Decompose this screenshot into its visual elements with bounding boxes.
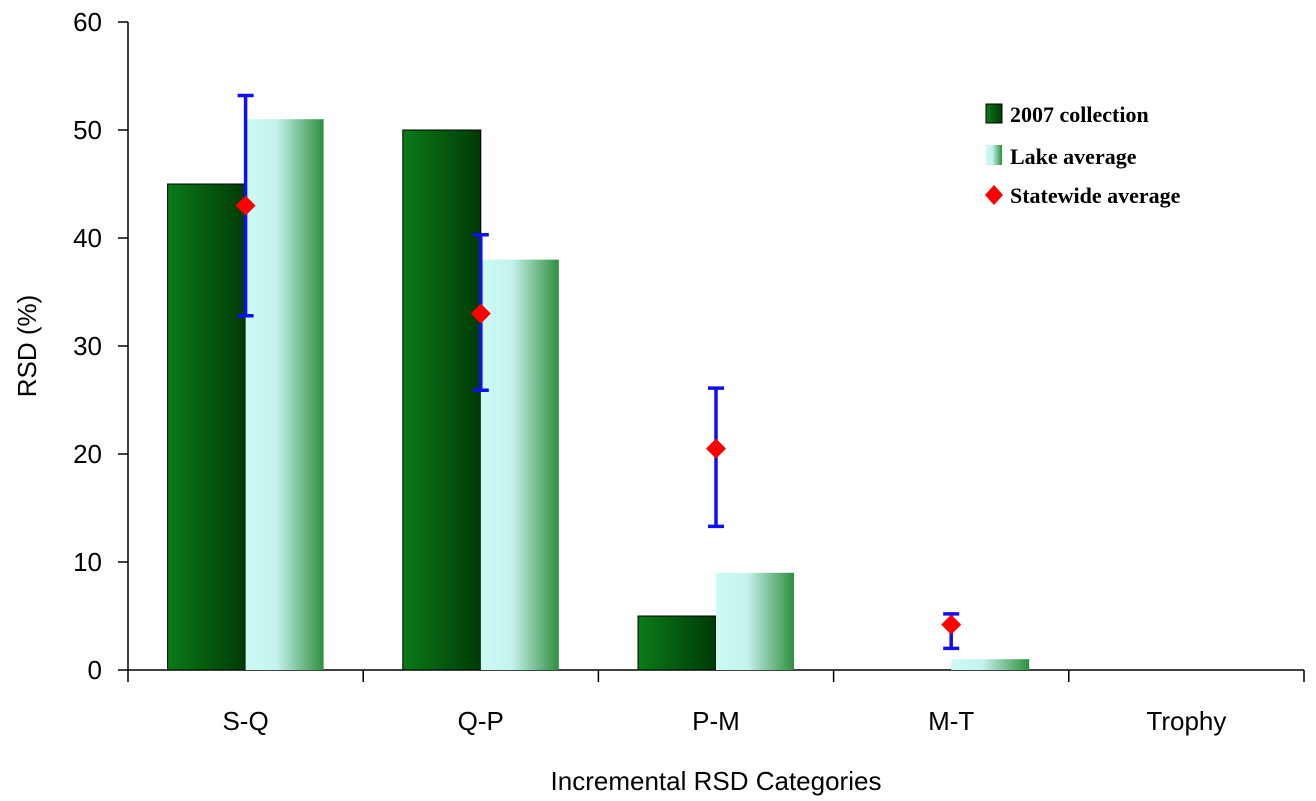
statewide-average-point bbox=[706, 438, 726, 459]
bars bbox=[167, 119, 1030, 671]
y-tick-label: 30 bbox=[73, 331, 102, 361]
legend-item-statewide-average: Statewide average bbox=[985, 183, 1181, 208]
y-axis-title: RSD (%) bbox=[12, 295, 42, 398]
y-tick-label: 10 bbox=[73, 547, 102, 577]
statewide-average-point bbox=[235, 195, 256, 216]
y-ticks: 0 10 20 30 40 50 60 bbox=[73, 7, 128, 685]
x-tick-label: Trophy bbox=[1146, 706, 1226, 736]
legend-swatch-lake-average bbox=[986, 145, 1002, 165]
bar-2007-collection bbox=[402, 129, 482, 671]
legend: 2007 collection Lake average Statewide a… bbox=[985, 102, 1181, 208]
bar-2007-collection bbox=[167, 183, 247, 671]
legend-label-lake-average: Lake average bbox=[1010, 144, 1137, 169]
y-axis: 0 10 20 30 40 50 60 bbox=[73, 7, 129, 685]
bar-lake-average bbox=[951, 659, 1030, 670]
x-axis-title: Incremental RSD Categories bbox=[551, 766, 882, 796]
legend-label-2007-collection: 2007 collection bbox=[1010, 102, 1149, 127]
y-tick-label: 40 bbox=[73, 223, 102, 253]
x-tick-label: M-T bbox=[928, 706, 974, 736]
y-tick-label: 60 bbox=[73, 7, 102, 37]
bar-lake-average bbox=[245, 119, 324, 670]
x-tick-label: Q-P bbox=[458, 706, 504, 736]
legend-item-2007-collection: 2007 collection bbox=[985, 102, 1149, 127]
statewide-average-point bbox=[470, 303, 491, 324]
y-tick-label: 50 bbox=[73, 115, 102, 145]
y-tick-label: 0 bbox=[88, 655, 102, 685]
legend-swatch-2007-collection bbox=[985, 103, 1003, 124]
legend-label-statewide-average: Statewide average bbox=[1010, 183, 1181, 208]
bar-lake-average bbox=[480, 259, 559, 670]
y-tick-label: 20 bbox=[73, 439, 102, 469]
x-axis: S-Q Q-P P-M M-T Trophy bbox=[127, 669, 1305, 736]
statewide-points bbox=[235, 93, 962, 651]
legend-item-lake-average: Lake average bbox=[986, 144, 1137, 169]
bar-2007-collection bbox=[637, 615, 717, 671]
statewide-average-point bbox=[941, 614, 962, 635]
legend-marker-statewide-average bbox=[985, 185, 1003, 205]
x-tick-label: P-M bbox=[692, 706, 740, 736]
bar-lake-average bbox=[716, 572, 794, 670]
x-ticks: S-Q Q-P P-M M-T Trophy bbox=[127, 670, 1305, 736]
x-tick-label: S-Q bbox=[222, 706, 268, 736]
